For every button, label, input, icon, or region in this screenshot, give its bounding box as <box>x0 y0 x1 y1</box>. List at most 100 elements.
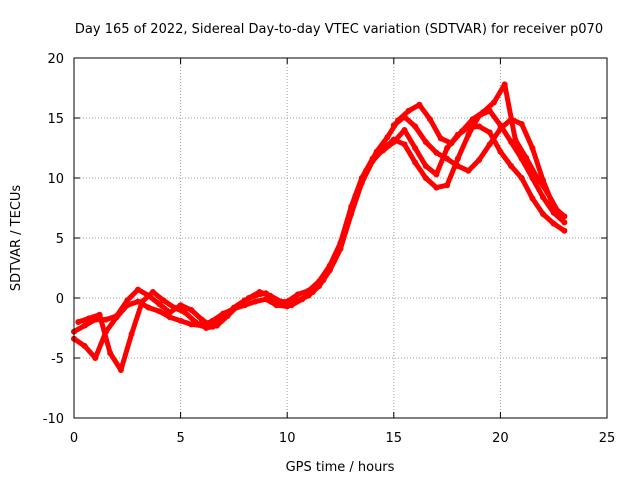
x-axis-label: GPS time / hours <box>286 460 395 475</box>
data-point <box>444 155 451 162</box>
x-tick-label: 20 <box>492 431 509 446</box>
data-point <box>529 145 536 151</box>
data-point <box>135 286 141 293</box>
data-point <box>465 167 472 174</box>
data-point <box>469 116 476 123</box>
data-point <box>213 322 220 329</box>
data-point <box>107 350 114 357</box>
data-point <box>518 175 525 181</box>
data-point <box>390 136 397 143</box>
data-point <box>384 134 391 141</box>
data-point <box>262 296 269 303</box>
data-point <box>96 311 103 318</box>
data-point <box>85 315 92 322</box>
y-axis-label: SDTVAR / TECUs <box>9 185 24 292</box>
data-point <box>331 257 338 264</box>
data-point <box>433 149 440 156</box>
data-point <box>501 81 508 88</box>
data-point <box>422 175 429 181</box>
data-point <box>433 171 440 178</box>
data-point <box>412 123 419 130</box>
data-point <box>177 317 184 324</box>
data-point <box>412 145 419 151</box>
data-point <box>518 121 525 127</box>
y-tick-label: -5 <box>51 352 64 367</box>
data-point <box>156 308 163 315</box>
data-point <box>476 157 483 163</box>
data-point <box>444 145 451 151</box>
data-point <box>156 301 163 307</box>
data-point <box>561 227 568 234</box>
data-point <box>273 302 280 309</box>
data-point <box>224 313 231 319</box>
data-point <box>139 298 146 305</box>
grid-lines <box>74 58 607 418</box>
y-tick-label: 15 <box>47 112 64 127</box>
data-point <box>181 309 188 316</box>
data-point <box>160 297 167 304</box>
data-point <box>103 316 109 323</box>
data-point <box>405 107 412 114</box>
data-point <box>459 128 465 135</box>
data-point <box>480 109 487 115</box>
series-line-track-3 <box>75 81 561 373</box>
data-point <box>117 367 124 373</box>
data-point <box>523 154 529 161</box>
data-point <box>81 343 88 349</box>
data-point <box>267 292 274 299</box>
data-point <box>192 319 199 325</box>
data-point <box>81 322 88 329</box>
data-point <box>288 302 295 309</box>
data-point <box>422 139 429 145</box>
data-point <box>529 195 536 202</box>
y-tick-label: 20 <box>47 52 64 67</box>
data-point <box>508 116 515 123</box>
data-point <box>171 304 178 311</box>
data-point <box>448 140 455 147</box>
data-point <box>188 307 195 313</box>
x-tick-label: 15 <box>386 431 403 446</box>
data-point <box>486 141 493 148</box>
series-points-track-3 <box>75 81 561 373</box>
data-point <box>454 163 461 169</box>
data-point <box>497 125 504 132</box>
series-line-track-2 <box>71 108 567 361</box>
data-point <box>540 177 546 184</box>
y-tick-label: 5 <box>56 232 64 247</box>
data-point <box>437 135 444 142</box>
series-points-track-1 <box>71 123 568 335</box>
data-point <box>352 193 359 199</box>
data-point <box>486 129 493 136</box>
data-point <box>401 113 408 120</box>
data-point <box>277 298 284 305</box>
data-point <box>465 131 472 138</box>
data-point <box>497 148 504 155</box>
axis-ticks: 0 5 10 15 20 25 -10 -5 0 5 10 15 20 <box>43 52 616 446</box>
data-point <box>550 203 557 210</box>
data-point <box>550 220 557 227</box>
data-point <box>294 291 301 298</box>
data-point <box>245 295 252 301</box>
y-tick-label: 0 <box>56 292 64 307</box>
data-point <box>235 302 242 309</box>
chart-title: Day 165 of 2022, Sidereal Day-to-day VTE… <box>75 22 603 37</box>
data-point <box>427 116 433 123</box>
data-point <box>422 163 429 169</box>
series-points-track-4 <box>390 113 568 220</box>
y-tick-label: 10 <box>47 172 64 187</box>
data-point <box>124 302 131 309</box>
series-line-track-1 <box>71 123 567 335</box>
data-point <box>203 325 210 331</box>
x-tick-label: 0 <box>70 431 78 446</box>
data-point <box>299 296 306 303</box>
data-series <box>71 81 568 373</box>
data-point <box>252 298 259 305</box>
data-point <box>75 319 82 325</box>
data-point <box>561 219 568 226</box>
data-point <box>320 277 327 283</box>
data-point <box>113 314 120 321</box>
x-tick-label: 5 <box>176 431 184 446</box>
data-point <box>444 182 451 189</box>
data-point <box>416 101 423 108</box>
